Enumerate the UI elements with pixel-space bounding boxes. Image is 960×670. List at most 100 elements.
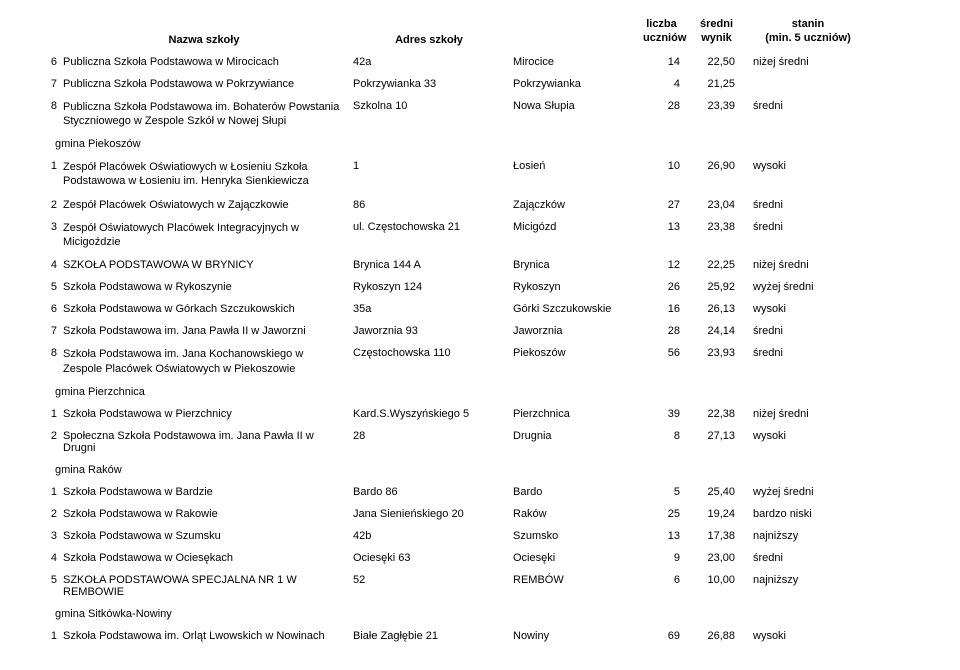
table-row: 5SZKOŁA PODSTAWOWA SPECJALNA NR 1 W REMB… — [35, 574, 925, 598]
group-title-row: gmina Sitkówka-Nowiny — [35, 608, 925, 620]
cell-num: 2 — [35, 430, 63, 442]
cell-addr: 1 — [353, 160, 513, 172]
cell-avg: 26,90 — [698, 160, 753, 172]
cell-avg: 23,04 — [698, 199, 753, 211]
cell-stanin: wysoki — [753, 160, 863, 172]
cell-count: 4 — [643, 78, 698, 90]
hdr-count-l1: liczba — [646, 18, 677, 30]
cell-count: 16 — [643, 303, 698, 315]
cell-num: 8 — [35, 100, 63, 112]
hdr-address: Adres szkoły — [353, 34, 513, 46]
cell-name: Szkoła Podstawowa w Rykoszynie — [63, 281, 353, 293]
cell-count: 10 — [643, 160, 698, 172]
table-row: 1Szkoła Podstawowa im. Orląt Lwowskich w… — [35, 630, 925, 642]
cell-num: 2 — [35, 508, 63, 520]
cell-stanin: średni — [753, 552, 863, 564]
table-row: 2Społeczna Szkoła Podstawowa im. Jana Pa… — [35, 430, 925, 454]
hdr-stanin-l1: stanin — [792, 18, 824, 30]
cell-num: 4 — [35, 259, 63, 271]
table-row: 2Szkoła Podstawowa w RakowieJana Sienień… — [35, 508, 925, 520]
cell-num: 5 — [35, 281, 63, 293]
cell-count: 5 — [643, 486, 698, 498]
cell-name: Publiczna Szkoła Podstawowa im. Bohateró… — [63, 100, 353, 129]
cell-city: Micigózd — [513, 221, 643, 233]
cell-stanin: średni — [753, 221, 863, 233]
cell-addr: Szkolna 10 — [353, 100, 513, 112]
cell-name: Szkoła Podstawowa im. Jana Kochanowskieg… — [63, 347, 353, 376]
cell-count: 56 — [643, 347, 698, 359]
cell-count: 26 — [643, 281, 698, 293]
table-row: 1Zespół Placówek Oświatiowych w Łosieniu… — [35, 160, 925, 189]
cell-addr: 28 — [353, 430, 513, 442]
group-title-row: gmina Piekoszów — [35, 138, 925, 150]
cell-stanin: wysoki — [753, 430, 863, 442]
cell-count: 6 — [643, 574, 698, 586]
cell-count: 39 — [643, 408, 698, 420]
cell-avg: 23,39 — [698, 100, 753, 112]
table-body: 6Publiczna Szkoła Podstawowa w Mirocicac… — [35, 56, 925, 642]
table-row: 4Szkoła Podstawowa w OciesękachOciesęki … — [35, 552, 925, 564]
cell-count: 8 — [643, 430, 698, 442]
group-title: gmina Pierzchnica — [55, 386, 345, 398]
cell-stanin: wysoki — [753, 630, 863, 642]
cell-name: Zespół Placówek Oświatiowych w Łosieniu … — [63, 160, 353, 189]
hdr-avg-l2: wynik — [701, 32, 732, 44]
hdr-name: Nazwa szkoły — [63, 34, 353, 46]
cell-addr: 86 — [353, 199, 513, 211]
cell-num: 4 — [35, 552, 63, 564]
cell-name: Zespół Placówek Oświatowych w Zajączkowi… — [63, 199, 353, 211]
cell-num: 7 — [35, 78, 63, 90]
cell-addr: 52 — [353, 574, 513, 586]
cell-city: Górki Szczukowskie — [513, 303, 643, 315]
cell-name: Zespół Oświatowych Placówek Integracyjny… — [63, 221, 353, 250]
cell-count: 28 — [643, 325, 698, 337]
cell-addr: Częstochowska 110 — [353, 347, 513, 359]
table-row: 1Szkoła Podstawowa w BardzieBardo 86Bard… — [35, 486, 925, 498]
cell-stanin: najniższy — [753, 574, 863, 586]
cell-avg: 10,00 — [698, 574, 753, 586]
cell-addr: Jaworznia 93 — [353, 325, 513, 337]
cell-num: 6 — [35, 56, 63, 68]
table-row: 2Zespół Placówek Oświatowych w Zajączkow… — [35, 199, 925, 211]
cell-num: 2 — [35, 199, 63, 211]
hdr-stanin: stanin (min. 5 uczniów) — [753, 18, 863, 46]
table-row: 8Szkoła Podstawowa im. Jana Kochanowskie… — [35, 347, 925, 376]
table-header: Nazwa szkoły Adres szkoły liczba uczniów… — [35, 18, 925, 46]
cell-addr: 42b — [353, 530, 513, 542]
cell-num: 8 — [35, 347, 63, 359]
cell-stanin: niżej średni — [753, 408, 863, 420]
cell-stanin: wyżej średni — [753, 486, 863, 498]
cell-avg: 27,13 — [698, 430, 753, 442]
table-row: 3Zespół Oświatowych Placówek Integracyjn… — [35, 221, 925, 250]
cell-avg: 19,24 — [698, 508, 753, 520]
cell-city: Brynica — [513, 259, 643, 271]
cell-addr: Rykoszyn 124 — [353, 281, 513, 293]
cell-city: Zajączków — [513, 199, 643, 211]
cell-avg: 26,13 — [698, 303, 753, 315]
cell-count: 14 — [643, 56, 698, 68]
cell-stanin: niżej średni — [753, 56, 863, 68]
cell-name: SZKOŁA PODSTAWOWA W BRYNICY — [63, 259, 353, 271]
cell-count: 27 — [643, 199, 698, 211]
cell-city: Bardo — [513, 486, 643, 498]
cell-avg: 26,88 — [698, 630, 753, 642]
cell-num: 1 — [35, 630, 63, 642]
cell-stanin: średni — [753, 325, 863, 337]
cell-num: 1 — [35, 408, 63, 420]
cell-stanin: wysoki — [753, 303, 863, 315]
cell-addr: Pokrzywianka 33 — [353, 78, 513, 90]
table-row: 7Szkoła Podstawowa im. Jana Pawła II w J… — [35, 325, 925, 337]
cell-stanin: wyżej średni — [753, 281, 863, 293]
cell-addr: Białe Zagłębie 21 — [353, 630, 513, 642]
cell-avg: 22,25 — [698, 259, 753, 271]
cell-avg: 24,14 — [698, 325, 753, 337]
group-title-row: gmina Raków — [35, 464, 925, 476]
cell-addr: 35a — [353, 303, 513, 315]
cell-name: Społeczna Szkoła Podstawowa im. Jana Paw… — [63, 430, 353, 454]
cell-addr: Ociesęki 63 — [353, 552, 513, 564]
table-row: 3Szkoła Podstawowa w Szumsku42bSzumsko13… — [35, 530, 925, 542]
cell-city: Rykoszyn — [513, 281, 643, 293]
cell-num: 6 — [35, 303, 63, 315]
cell-city: Raków — [513, 508, 643, 520]
table-row: 6Szkoła Podstawowa w Górkach Szczukowski… — [35, 303, 925, 315]
